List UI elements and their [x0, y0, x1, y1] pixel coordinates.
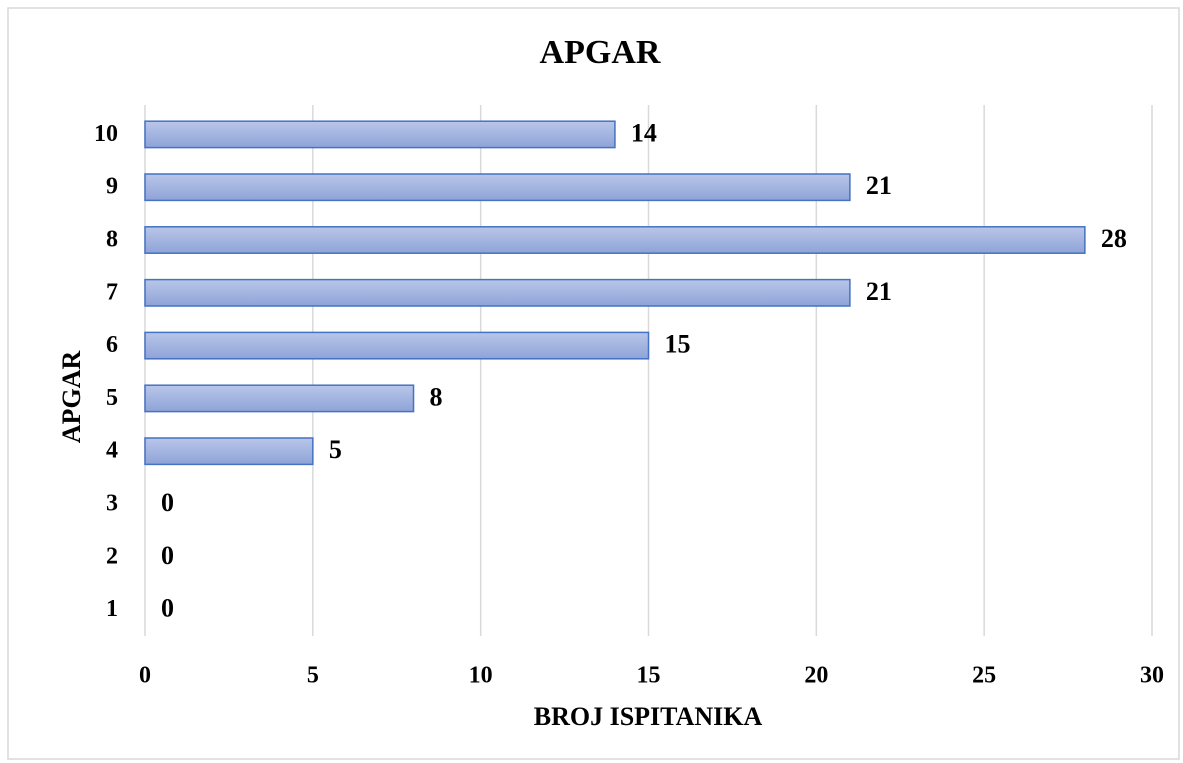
y-tick-label: 2 [106, 543, 118, 569]
bar [144, 331, 650, 360]
x-tick-label: 30 [1140, 663, 1164, 689]
x-axis-title: BROJ ISPITANIKA [534, 702, 763, 731]
data-label: 0 [161, 541, 174, 570]
x-tick-label: 15 [637, 663, 661, 689]
data-label: 21 [866, 277, 892, 306]
data-label: 21 [866, 171, 892, 200]
x-tick-label: 10 [469, 663, 493, 689]
x-tick-label: 5 [307, 663, 319, 689]
y-tick-label: 6 [106, 332, 118, 358]
data-label: 15 [665, 330, 691, 359]
bar [144, 278, 851, 307]
data-label: 0 [161, 594, 174, 623]
y-tick-label: 3 [106, 491, 118, 517]
bar [144, 437, 314, 466]
data-label: 28 [1101, 224, 1127, 253]
x-tick-label: 20 [804, 663, 828, 689]
bar [144, 120, 616, 149]
data-label: 0 [161, 488, 174, 517]
y-tick-label: 9 [106, 174, 118, 200]
y-tick-label: 5 [106, 385, 118, 411]
data-label: 8 [430, 382, 443, 411]
y-tick-label: 8 [106, 227, 118, 253]
bar [144, 173, 851, 202]
data-label: 5 [329, 435, 342, 464]
x-tick-label: 0 [139, 663, 151, 689]
data-label: 14 [631, 118, 657, 147]
y-tick-label: 4 [106, 438, 118, 464]
bar [144, 226, 1086, 254]
y-tick-label: 1 [106, 596, 118, 622]
chart-title: APGAR [540, 34, 661, 71]
y-axis-title: APGAR [57, 351, 86, 444]
x-tick-label: 25 [972, 663, 996, 689]
y-tick-label: 10 [94, 121, 118, 147]
y-tick-label: 7 [106, 279, 118, 305]
bar [144, 384, 415, 413]
